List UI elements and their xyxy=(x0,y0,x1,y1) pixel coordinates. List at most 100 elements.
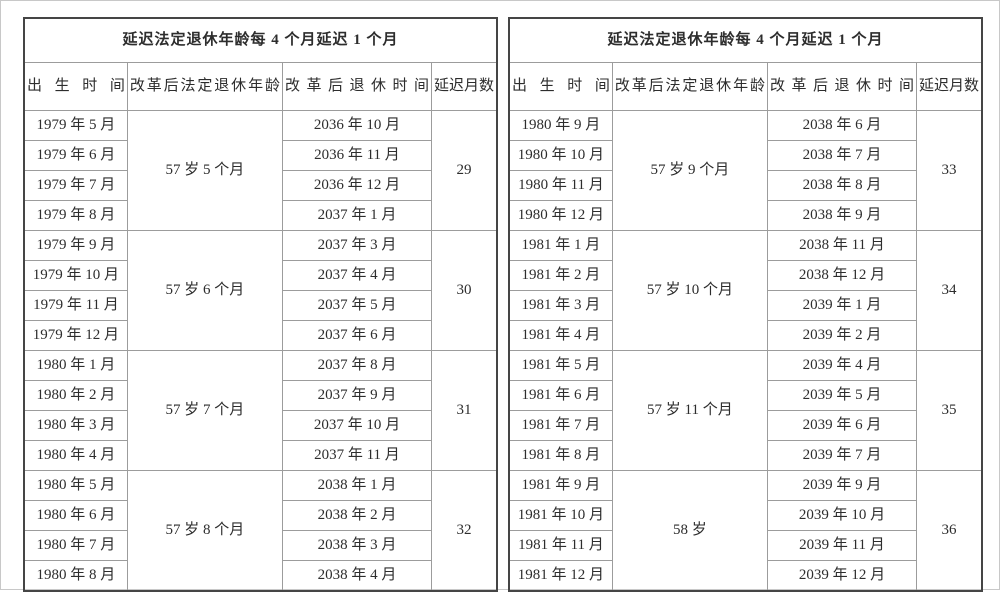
cell-retirement-time: 2037 年 8 月 xyxy=(281,350,432,381)
cell-retirement-age: 57 岁 6 个月 xyxy=(126,230,283,351)
table-row: 1979 年 5 月 57 岁 5 个月 2036 年 10 月 29 xyxy=(23,110,498,231)
table-row: 1980 年 3 月 2037 年 10 月 xyxy=(23,410,497,441)
cell-delay-months: 33 xyxy=(915,110,983,231)
table-row: 1981 年 12 月 2039 年 12 月 xyxy=(508,560,982,592)
cell-retirement-time: 2038 年 4 月 xyxy=(281,560,432,592)
cell-retirement-time: 2038 年 9 月 xyxy=(766,200,917,231)
column-header-delay-months: 延迟月数 xyxy=(430,62,498,111)
cell-birth-time: 1981 年 9 月 xyxy=(508,470,613,501)
cell-retirement-time: 2036 年 10 月 xyxy=(281,110,432,141)
column-header-birth-time: 出生时间 xyxy=(23,62,128,111)
cell-retirement-time: 2036 年 11 月 xyxy=(281,140,432,171)
cell-retirement-time: 2039 年 5 月 xyxy=(766,380,917,411)
table-row: 1981 年 1 月 57 岁 10 个月 2038 年 11 月 34 xyxy=(508,230,983,351)
table-header-row: 出生时间 改革后法定退休年龄 改革后退休时间 延迟月数 xyxy=(508,62,983,111)
cell-birth-time: 1979 年 11 月 xyxy=(23,290,128,321)
cell-retirement-time: 2039 年 1 月 xyxy=(766,290,917,321)
table-row: 1981 年 11 月 2039 年 11 月 xyxy=(508,530,982,561)
cell-retirement-time: 2037 年 5 月 xyxy=(281,290,432,321)
column-header-retirement-time: 改革后退休时间 xyxy=(281,62,432,111)
table-row: 1979 年 7 月 2036 年 12 月 xyxy=(23,170,497,201)
cell-retirement-time: 2038 年 11 月 xyxy=(766,230,917,261)
cell-birth-time: 1980 年 4 月 xyxy=(23,440,128,471)
cell-birth-time: 1979 年 7 月 xyxy=(23,170,128,201)
cell-retirement-time: 2037 年 3 月 xyxy=(281,230,432,261)
cell-birth-time: 1979 年 8 月 xyxy=(23,200,128,231)
column-header-retirement-age: 改革后法定退休年龄 xyxy=(611,62,768,111)
cell-delay-months: 32 xyxy=(430,470,498,592)
cell-birth-time: 1980 年 8 月 xyxy=(23,560,128,592)
cell-retirement-time: 2039 年 6 月 xyxy=(766,410,917,441)
table-row: 1980 年 10 月 2038 年 7 月 xyxy=(508,140,982,171)
table-row: 1979 年 12 月 2037 年 6 月 xyxy=(23,320,497,351)
cell-birth-time: 1979 年 5 月 xyxy=(23,110,128,141)
cell-birth-time: 1980 年 9 月 xyxy=(508,110,613,141)
table-row: 1980 年 1 月 57 岁 7 个月 2037 年 8 月 31 xyxy=(23,350,498,471)
table-title: 延迟法定退休年龄每 4 个月延迟 1 个月 xyxy=(23,17,498,63)
cell-birth-time: 1980 年 12 月 xyxy=(508,200,613,231)
cell-birth-time: 1979 年 10 月 xyxy=(23,260,128,291)
cell-retirement-time: 2038 年 3 月 xyxy=(281,530,432,561)
cell-birth-time: 1980 年 11 月 xyxy=(508,170,613,201)
cell-retirement-time: 2037 年 4 月 xyxy=(281,260,432,291)
table-row: 1980 年 9 月 57 岁 9 个月 2038 年 6 月 33 xyxy=(508,110,983,231)
table-row: 1980 年 6 月 2038 年 2 月 xyxy=(23,500,497,531)
cell-birth-time: 1981 年 3 月 xyxy=(508,290,613,321)
table-row: 1979 年 11 月 2037 年 5 月 xyxy=(23,290,497,321)
cell-retirement-time: 2039 年 4 月 xyxy=(766,350,917,381)
cell-retirement-time: 2037 年 1 月 xyxy=(281,200,432,231)
cell-retirement-time: 2039 年 10 月 xyxy=(766,500,917,531)
cell-birth-time: 1981 年 6 月 xyxy=(508,380,613,411)
cell-retirement-time: 2039 年 11 月 xyxy=(766,530,917,561)
cell-retirement-time: 2039 年 2 月 xyxy=(766,320,917,351)
column-header-retirement-age: 改革后法定退休年龄 xyxy=(126,62,283,111)
table-row: 1981 年 9 月 58 岁 2039 年 9 月 36 xyxy=(508,470,983,592)
cell-retirement-time: 2039 年 7 月 xyxy=(766,440,917,471)
cell-birth-time: 1981 年 1 月 xyxy=(508,230,613,261)
cell-delay-months: 29 xyxy=(430,110,498,231)
cell-birth-time: 1979 年 9 月 xyxy=(23,230,128,261)
cell-retirement-time: 2037 年 9 月 xyxy=(281,380,432,411)
cell-birth-time: 1981 年 4 月 xyxy=(508,320,613,351)
cell-retirement-time: 2037 年 11 月 xyxy=(281,440,432,471)
cell-birth-time: 1979 年 6 月 xyxy=(23,140,128,171)
cell-retirement-time: 2038 年 2 月 xyxy=(281,500,432,531)
cell-retirement-age: 57 岁 8 个月 xyxy=(126,470,283,592)
cell-retirement-age: 57 岁 10 个月 xyxy=(611,230,768,351)
cell-birth-time: 1981 年 2 月 xyxy=(508,260,613,291)
table-row: 1980 年 12 月 2038 年 9 月 xyxy=(508,200,982,231)
table-row: 1980 年 11 月 2038 年 8 月 xyxy=(508,170,982,201)
table-row: 1980 年 7 月 2038 年 3 月 xyxy=(23,530,497,561)
cell-retirement-time: 2037 年 6 月 xyxy=(281,320,432,351)
table-title: 延迟法定退休年龄每 4 个月延迟 1 个月 xyxy=(508,17,983,63)
cell-retirement-time: 2038 年 6 月 xyxy=(766,110,917,141)
cell-retirement-time: 2038 年 7 月 xyxy=(766,140,917,171)
cell-delay-months: 35 xyxy=(915,350,983,471)
cell-birth-time: 1981 年 11 月 xyxy=(508,530,613,561)
column-header-birth-time: 出生时间 xyxy=(508,62,613,111)
cell-birth-time: 1981 年 5 月 xyxy=(508,350,613,381)
table-title-row: 延迟法定退休年龄每 4 个月延迟 1 个月 xyxy=(23,17,498,63)
cell-birth-time: 1980 年 2 月 xyxy=(23,380,128,411)
cell-delay-months: 30 xyxy=(430,230,498,351)
cell-retirement-age: 57 岁 11 个月 xyxy=(611,350,768,471)
table-row: 1980 年 2 月 2037 年 9 月 xyxy=(23,380,497,411)
table-row: 1980 年 5 月 57 岁 8 个月 2038 年 1 月 32 xyxy=(23,470,498,592)
table-row: 1981 年 7 月 2039 年 6 月 xyxy=(508,410,982,441)
table-row: 1981 年 5 月 57 岁 11 个月 2039 年 4 月 35 xyxy=(508,350,983,471)
table-row: 1979 年 6 月 2036 年 11 月 xyxy=(23,140,497,171)
column-header-delay-months: 延迟月数 xyxy=(915,62,983,111)
table-row: 1979 年 9 月 57 岁 6 个月 2037 年 3 月 30 xyxy=(23,230,498,351)
cell-birth-time: 1980 年 5 月 xyxy=(23,470,128,501)
table-row: 1979 年 10 月 2037 年 4 月 xyxy=(23,260,497,291)
cell-retirement-age: 57 岁 9 个月 xyxy=(611,110,768,231)
table-row: 1980 年 8 月 2038 年 4 月 xyxy=(23,560,497,592)
column-header-retirement-time: 改革后退休时间 xyxy=(766,62,917,111)
retirement-schedule-table-right: 延迟法定退休年龄每 4 个月延迟 1 个月 出生时间 改革后法定退休年龄 改革后… xyxy=(508,17,983,592)
cell-birth-time: 1981 年 7 月 xyxy=(508,410,613,441)
cell-delay-months: 31 xyxy=(430,350,498,471)
cell-birth-time: 1981 年 10 月 xyxy=(508,500,613,531)
cell-retirement-age: 58 岁 xyxy=(611,470,768,592)
cell-retirement-time: 2036 年 12 月 xyxy=(281,170,432,201)
table-header-row: 出生时间 改革后法定退休年龄 改革后退休时间 延迟月数 xyxy=(23,62,498,111)
